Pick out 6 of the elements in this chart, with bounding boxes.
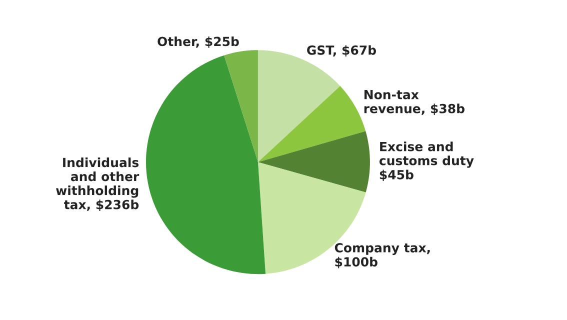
slice-label: Company tax, $100b	[334, 243, 430, 268]
slice-label: GST, $67b	[307, 45, 376, 57]
slice-label: Excise and customs duty $45b	[379, 142, 474, 182]
slice-label: Other, $25b	[158, 36, 239, 48]
slice-label: Non-tax revenue, $38b	[364, 90, 464, 115]
slice-label: Individuals and other withholding tax, $236b	[56, 158, 140, 211]
